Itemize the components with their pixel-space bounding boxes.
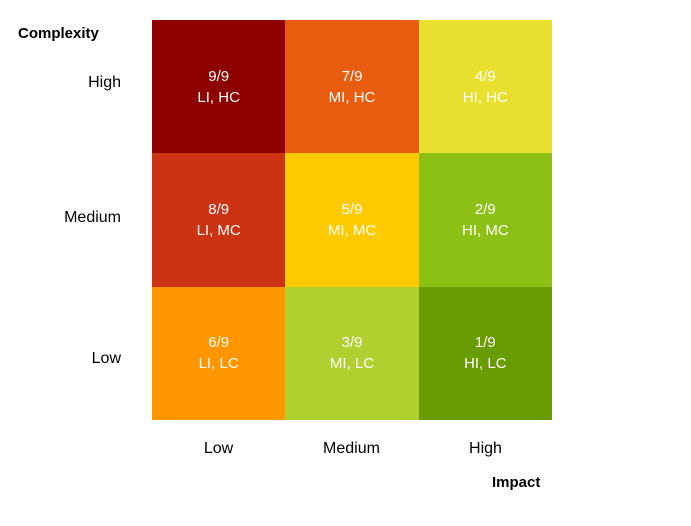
y-tick-medium: Medium (64, 209, 121, 226)
cell-rank: 7/9 (341, 67, 363, 85)
cell-rank: 3/9 (341, 334, 363, 352)
matrix-cell-li-lc: 6/9 LI, LC (152, 286, 286, 420)
matrix-cell-li-mc: 8/9 LI, MC (152, 153, 286, 287)
matrix-cell-li-hc: 9/9 LI, HC (152, 20, 286, 154)
matrix-cell-mi-mc: 5/9 MI, MC (285, 153, 419, 287)
cell-rank: 8/9 (208, 200, 230, 218)
cell-code: MI, HC (328, 88, 376, 106)
y-axis-title: Complexity (18, 25, 99, 42)
cell-rank: 4/9 (474, 67, 496, 85)
cell-code: MI, LC (329, 355, 375, 373)
matrix-cell-hi-mc: 2/9 HI, MC (418, 153, 552, 287)
y-tick-low: Low (91, 350, 121, 367)
matrix-cell-mi-hc: 7/9 MI, HC (285, 20, 419, 154)
cell-code: LI, HC (197, 88, 240, 106)
cell-rank: 2/9 (474, 200, 496, 218)
matrix-cell-hi-hc: 4/9 HI, HC (418, 20, 552, 154)
x-axis-title: Impact (492, 474, 541, 491)
y-tick-high: High (88, 74, 121, 91)
cell-code: HI, MC (461, 221, 509, 239)
matrix-grid: 9/9 LI, HC 7/9 MI, HC 4/9 HI, HC 8/9 LI,… (152, 20, 552, 420)
x-tick-low: Low (203, 440, 234, 457)
cell-rank: 5/9 (341, 200, 363, 218)
cell-code: HI, LC (464, 355, 507, 373)
x-tick-medium: Medium (323, 440, 380, 457)
cell-code: HI, HC (462, 88, 508, 106)
cell-code: LI, LC (198, 355, 239, 373)
x-tick-high: High (469, 440, 502, 457)
cell-rank: 6/9 (208, 334, 230, 352)
cell-code: LI, MC (196, 221, 241, 239)
matrix-cell-hi-lc: 1/9 HI, LC (418, 286, 552, 420)
matrix-cell-mi-lc: 3/9 MI, LC (285, 286, 419, 420)
cell-code: MI, MC (327, 221, 377, 239)
cell-rank: 9/9 (208, 67, 230, 85)
cell-rank: 1/9 (474, 334, 496, 352)
